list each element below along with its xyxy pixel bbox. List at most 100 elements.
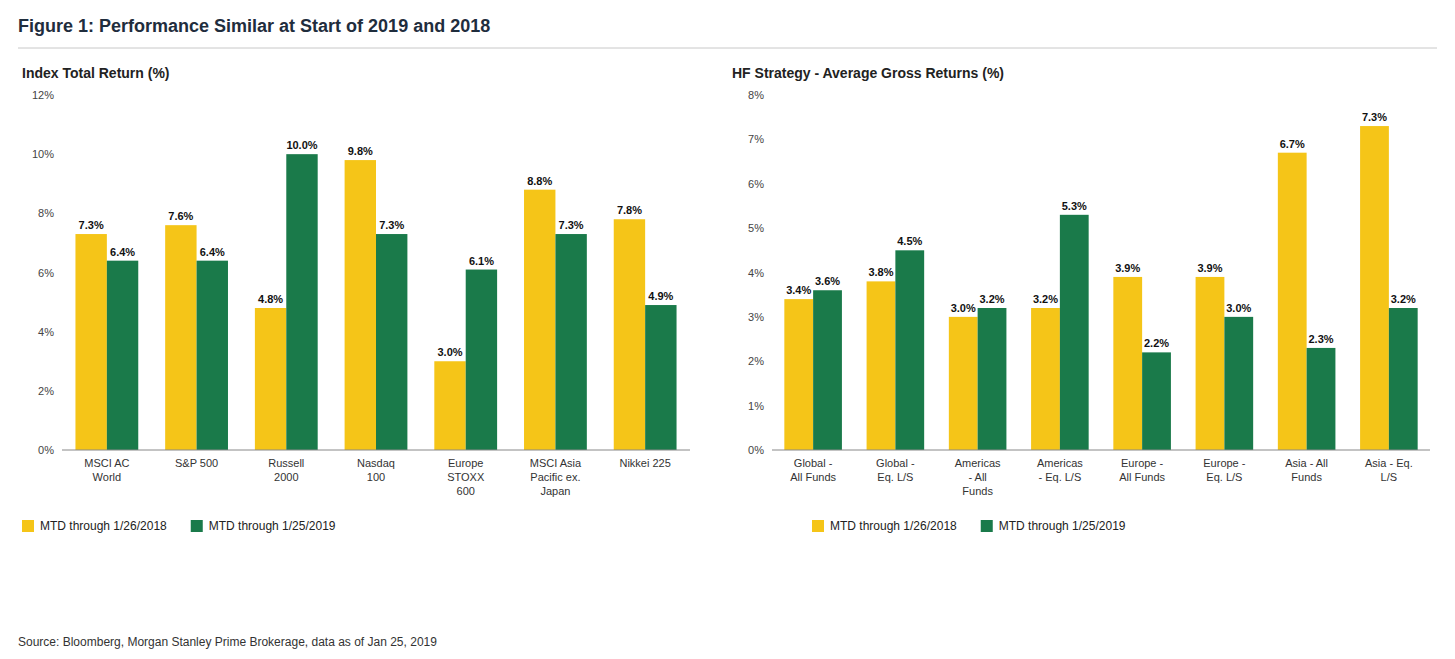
data-label: 9.8% <box>348 145 373 157</box>
bar <box>376 234 407 450</box>
x-tick-label: Nasdaq100 <box>357 457 395 483</box>
bar <box>1389 308 1418 450</box>
data-label: 3.2% <box>1033 293 1058 305</box>
y-tick-label: 4% <box>748 267 764 279</box>
x-tick-label-line: Eq. L/S <box>877 471 913 483</box>
x-tick-label-line: L/S <box>1381 471 1398 483</box>
figure-title: Figure 1: Performance Similar at Start o… <box>18 16 490 36</box>
y-tick-label: 12% <box>32 89 54 101</box>
data-label: 2.3% <box>1308 333 1333 345</box>
x-tick-label-line: 600 <box>457 485 475 497</box>
y-tick-label: 6% <box>38 267 54 279</box>
y-tick-label: 10% <box>32 148 54 160</box>
x-tick-label: Russell2000 <box>268 457 304 483</box>
x-tick-label: Nikkei 225 <box>619 457 670 469</box>
bar <box>555 234 586 450</box>
x-tick-label-line: S&P 500 <box>175 457 218 469</box>
x-tick-label-line: Japan <box>540 485 570 497</box>
x-tick-label-line: Asia - Eq. <box>1365 457 1413 469</box>
x-tick-label-line: Global - <box>876 457 915 469</box>
x-tick-label-line: World <box>93 471 122 483</box>
data-label: 7.3% <box>79 219 104 231</box>
x-axis-line <box>772 450 1430 451</box>
bar <box>1196 277 1225 450</box>
bar <box>1224 317 1253 450</box>
y-tick-label: 0% <box>748 444 764 456</box>
bar <box>255 308 286 450</box>
legend-label: MTD through 1/26/2018 <box>830 519 957 533</box>
data-label: 7.3% <box>379 219 404 231</box>
y-tick-label: 4% <box>38 326 54 338</box>
y-tick-label: 8% <box>748 89 764 101</box>
data-label: 7.3% <box>559 219 584 231</box>
data-label: 3.9% <box>1197 262 1222 274</box>
chart-subtitle: Index Total Return (%) <box>22 65 170 81</box>
chart-subtitle: HF Strategy - Average Gross Returns (%) <box>732 65 1004 81</box>
bar <box>286 154 317 450</box>
bar <box>949 317 978 450</box>
x-tick-label-line: STOXX <box>447 471 485 483</box>
bar <box>1031 308 1060 450</box>
x-tick-label-line: Nikkei 225 <box>619 457 670 469</box>
data-label: 8.8% <box>527 175 552 187</box>
x-tick-label-line: - Eq. L/S <box>1038 471 1081 483</box>
y-tick-label: 2% <box>38 385 54 397</box>
x-tick-label-line: All Funds <box>790 471 836 483</box>
y-tick-label: 8% <box>38 207 54 219</box>
data-label: 3.8% <box>868 266 893 278</box>
bar <box>1360 126 1389 450</box>
data-label: 3.2% <box>1391 293 1416 305</box>
x-tick-label-line: Asia - All <box>1285 457 1328 469</box>
x-tick-label-line: Europe - <box>1121 457 1164 469</box>
x-tick-label-line: MSCI AC <box>84 457 129 469</box>
x-tick-label-line: Americas <box>955 457 1001 469</box>
data-label: 6.4% <box>200 246 225 258</box>
bar <box>1142 352 1171 450</box>
legend-swatch <box>981 520 993 532</box>
data-label: 4.5% <box>897 235 922 247</box>
x-tick-label-line: Funds <box>962 485 993 497</box>
bar <box>75 234 106 450</box>
x-tick-label-line: - All <box>968 471 986 483</box>
chart-panel: Index Total Return (%) 0% 2% 4% 6% 8% 10% 12% 7.… <box>22 65 690 533</box>
bars <box>75 154 676 450</box>
legend-label: MTD through 1/25/2019 <box>209 519 336 533</box>
bar <box>466 270 497 450</box>
bar <box>813 290 842 450</box>
data-label: 3.0% <box>951 302 976 314</box>
x-tick-label: Global -All Funds <box>790 457 836 483</box>
bar <box>978 308 1007 450</box>
x-tick-label-line: Funds <box>1291 471 1322 483</box>
x-tick-label-line: Russell <box>268 457 304 469</box>
x-tick-label-line: Nasdaq <box>357 457 395 469</box>
bar <box>1278 153 1307 450</box>
data-label: 7.6% <box>168 210 193 222</box>
x-tick-label: Global - Eq. L/S <box>876 457 915 483</box>
legend-swatch <box>191 520 203 532</box>
x-tick-label-line: All Funds <box>1119 471 1165 483</box>
bar <box>434 361 465 450</box>
x-tick-label: Europe -Eq. L/S <box>1203 457 1246 483</box>
y-tick-label: 0% <box>38 444 54 456</box>
x-tick-label: MSCI AC World <box>84 457 129 483</box>
data-label: 3.2% <box>979 293 1004 305</box>
data-labels: 7.3%7.6%4.8%9.8%3.0%8.8%7.8%6.4%6.4%10.0… <box>79 139 674 358</box>
x-axis-line <box>62 450 690 451</box>
x-tick-label-line: Europe - <box>1203 457 1246 469</box>
bar <box>107 261 138 450</box>
data-label: 6.1% <box>469 255 494 267</box>
x-tick-label: EuropeSTOXX600 <box>447 457 485 497</box>
legend: MTD through 1/26/2018 MTD through 1/25/20… <box>812 519 1126 533</box>
x-tick-label: S&P 500 <box>175 457 218 469</box>
legend-label: MTD through 1/25/2019 <box>999 519 1126 533</box>
x-tick-label: Europe - All Funds <box>1119 457 1165 483</box>
data-labels: 3.4%3.8%3.0%3.2%3.9%3.9%6.7%7.3%3.6%4.5%… <box>786 111 1416 349</box>
data-label: 3.6% <box>815 275 840 287</box>
y-tick-label: 1% <box>748 400 764 412</box>
legend-swatch <box>22 520 34 532</box>
y-tick-label: 6% <box>748 178 764 190</box>
bar <box>1113 277 1142 450</box>
x-tick-label: MSCI AsiaPacific ex.Japan <box>530 457 582 497</box>
data-label: 3.0% <box>1226 302 1251 314</box>
bar <box>614 219 645 450</box>
